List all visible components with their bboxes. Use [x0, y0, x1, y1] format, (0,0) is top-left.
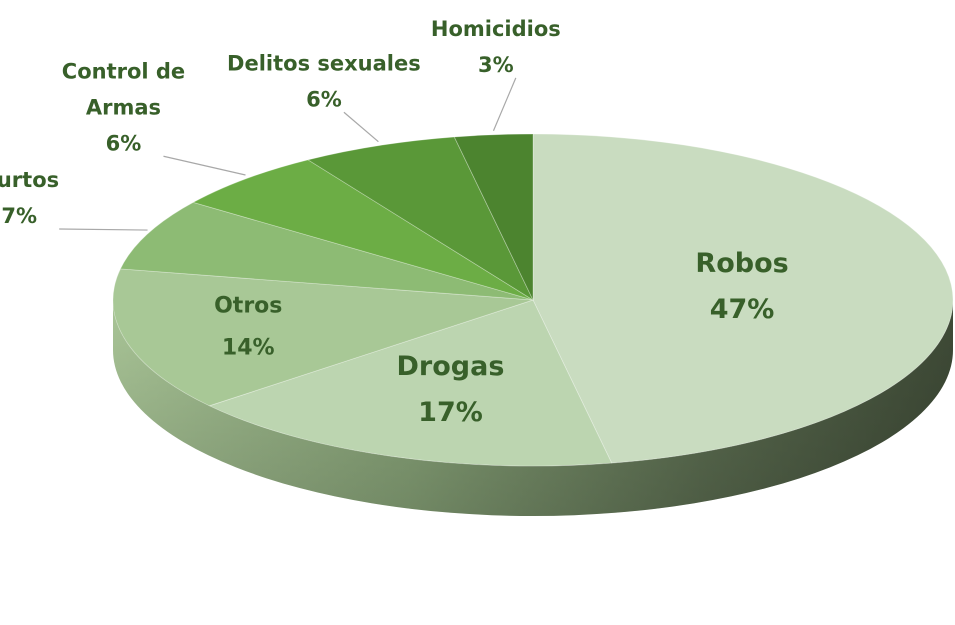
slice-name-homicidios: Homicidios: [431, 17, 561, 41]
pie-slice-hurtos: [119, 201, 534, 301]
slice-label-homicidios: Homicidios 3%: [431, 17, 561, 77]
slice-percent-control-de-armas: 6%: [106, 131, 142, 155]
leader-line-delitos-sexuales: [343, 111, 379, 143]
slice-name-hurtos: Hurtos: [0, 168, 59, 192]
slice-percent-hurtos: 7%: [1, 204, 37, 228]
slice-name-delitos-sexuales: Delitos sexuales: [227, 51, 421, 75]
pie-slice-otros: [112, 268, 534, 407]
slice-percent-drogas: 17%: [418, 397, 483, 428]
pie-leader-lines: [59, 77, 517, 231]
pie-top: [112, 133, 954, 467]
slice-name-robos: Robos: [695, 248, 788, 279]
slice-name-control-de-armas: Control de: [62, 59, 185, 83]
slice-percent-delitos-sexuales: 6%: [306, 87, 342, 111]
pie-labels: Robos 47% Drogas 17% Otros 14% Hurtos 7% Control…: [0, 17, 789, 428]
slice-percent-otros: 14%: [222, 335, 275, 360]
pie-slice-robos: [532, 133, 954, 464]
slice-percent-homicidios: 3%: [478, 53, 514, 77]
pie-side: [113, 300, 953, 516]
slice-label-control-de-armas: Control de Armas 6%: [62, 59, 185, 155]
pie-slice-control-de-armas: [192, 159, 534, 301]
pie-side-shadow: [113, 300, 953, 516]
slice-label-hurtos: Hurtos 7%: [0, 168, 59, 228]
slice-name-otros: Otros: [214, 293, 282, 318]
slice-name-control-de-armas: Armas: [86, 95, 161, 119]
pie-slice-drogas: [208, 299, 613, 467]
slice-label-otros: Otros 14%: [214, 293, 282, 360]
leader-line-hurtos: [59, 228, 148, 231]
leader-line-homicidios: [492, 77, 517, 131]
leader-line-control-de-armas: [163, 155, 246, 176]
slice-label-robos: Robos 47%: [695, 248, 788, 325]
slice-name-drogas: Drogas: [397, 351, 505, 382]
slice-label-delitos-sexuales: Delitos sexuales 6%: [227, 51, 421, 111]
pie-slice-homicidios: [453, 133, 534, 301]
pie-slice-delitos-sexuales: [306, 136, 534, 302]
slice-percent-robos: 47%: [710, 294, 775, 325]
slice-label-drogas: Drogas 17%: [397, 351, 505, 428]
